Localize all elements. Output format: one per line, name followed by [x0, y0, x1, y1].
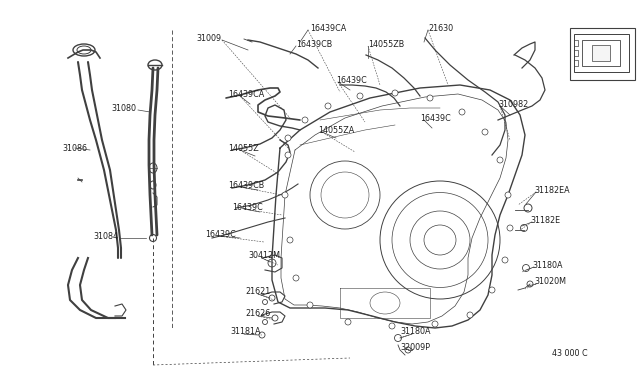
Text: 31181A: 31181A — [230, 327, 260, 337]
Ellipse shape — [293, 275, 299, 281]
Text: 16439C: 16439C — [205, 230, 236, 238]
Ellipse shape — [259, 332, 265, 338]
Text: 16439C: 16439C — [232, 202, 263, 212]
Text: 16439C: 16439C — [336, 76, 367, 84]
Ellipse shape — [287, 237, 293, 243]
Text: 31182EA: 31182EA — [534, 186, 570, 195]
Text: 16439C: 16439C — [420, 113, 451, 122]
Ellipse shape — [389, 323, 395, 329]
Text: 31080: 31080 — [111, 103, 136, 112]
Text: 21621: 21621 — [245, 288, 270, 296]
Ellipse shape — [405, 347, 411, 353]
Text: 31180A: 31180A — [532, 260, 563, 269]
Text: 310982: 310982 — [498, 99, 528, 109]
Ellipse shape — [507, 225, 513, 231]
Ellipse shape — [505, 192, 511, 198]
Ellipse shape — [527, 281, 533, 287]
Ellipse shape — [502, 257, 508, 263]
Ellipse shape — [459, 109, 465, 115]
Text: 32009P: 32009P — [400, 343, 430, 353]
Ellipse shape — [262, 299, 268, 305]
Text: 31036: 31036 — [586, 44, 611, 52]
Ellipse shape — [522, 264, 529, 272]
Text: 16439CB: 16439CB — [228, 180, 264, 189]
Ellipse shape — [345, 319, 351, 325]
Text: 43 000 C: 43 000 C — [552, 350, 588, 359]
Ellipse shape — [520, 224, 527, 231]
Text: 30412M: 30412M — [248, 251, 280, 260]
Ellipse shape — [432, 321, 438, 327]
Text: 16439CA: 16439CA — [310, 23, 346, 32]
Text: 31009: 31009 — [197, 33, 222, 42]
Text: 31182E: 31182E — [530, 215, 560, 224]
Ellipse shape — [285, 135, 291, 141]
Ellipse shape — [268, 259, 276, 267]
Text: 21626: 21626 — [245, 310, 270, 318]
Bar — [582, 40, 620, 66]
Text: 16439CA: 16439CA — [228, 90, 264, 99]
Ellipse shape — [482, 129, 488, 135]
Ellipse shape — [282, 192, 288, 198]
Ellipse shape — [302, 117, 308, 123]
Ellipse shape — [269, 295, 275, 301]
Text: 31020M: 31020M — [534, 278, 566, 286]
Text: 14055ZB: 14055ZB — [368, 39, 404, 48]
Ellipse shape — [285, 152, 291, 158]
Text: 31180A: 31180A — [400, 327, 431, 337]
Ellipse shape — [262, 320, 268, 324]
Ellipse shape — [392, 90, 398, 96]
Text: 31086: 31086 — [62, 144, 87, 153]
Text: 14055Z: 14055Z — [228, 144, 259, 153]
Ellipse shape — [325, 103, 331, 109]
Bar — [592, 45, 610, 61]
Ellipse shape — [272, 315, 278, 321]
Text: 16439CB: 16439CB — [296, 39, 332, 48]
Ellipse shape — [467, 312, 473, 318]
Text: 14055ZA: 14055ZA — [318, 125, 355, 135]
Ellipse shape — [427, 95, 433, 101]
Ellipse shape — [307, 302, 313, 308]
Ellipse shape — [497, 157, 503, 163]
Bar — [574, 34, 629, 72]
Ellipse shape — [357, 93, 363, 99]
Text: 21630: 21630 — [428, 23, 453, 32]
Bar — [570, 28, 635, 80]
Ellipse shape — [524, 204, 532, 212]
Ellipse shape — [489, 287, 495, 293]
Text: 31084: 31084 — [93, 231, 118, 241]
Ellipse shape — [394, 334, 401, 341]
